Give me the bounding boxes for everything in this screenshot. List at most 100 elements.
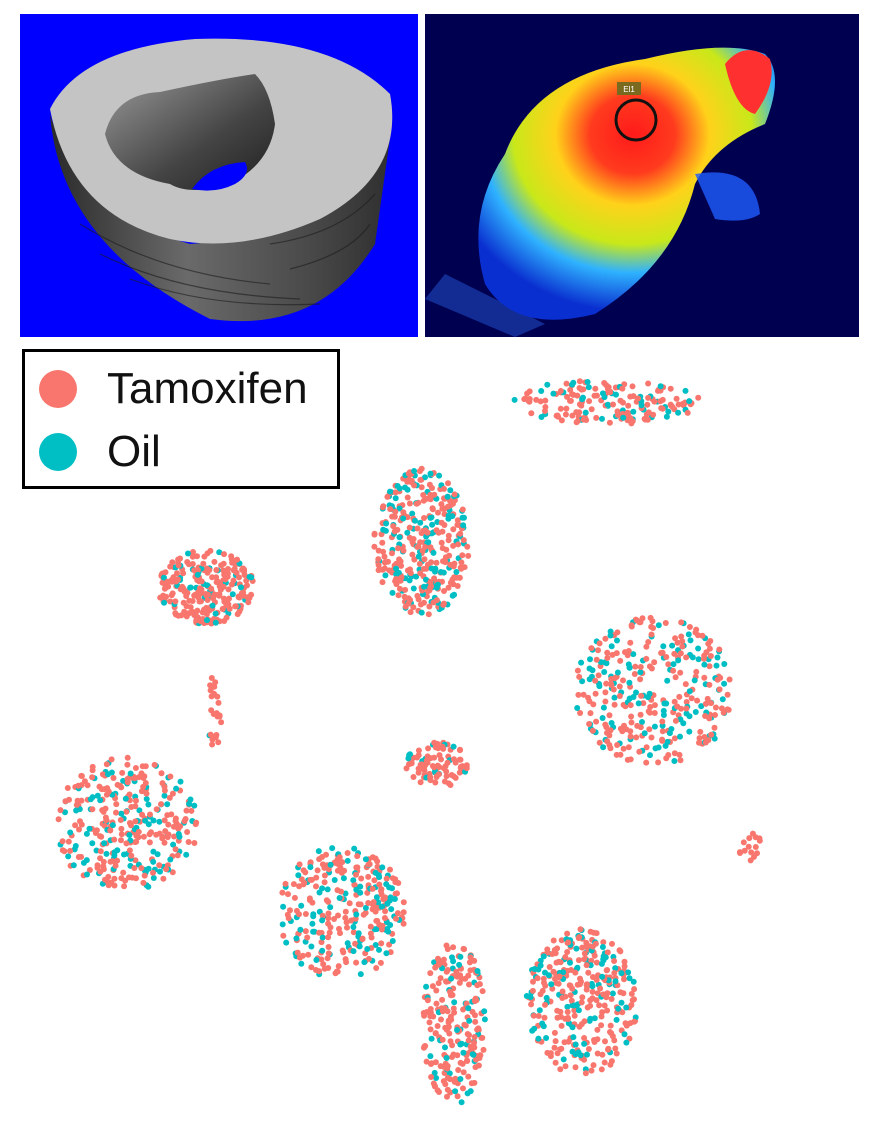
point-oil (143, 796, 150, 802)
point-tamoxifen (588, 406, 595, 413)
point-tamoxifen (678, 633, 685, 640)
point-tamoxifen (475, 1062, 482, 1069)
point-tamoxifen (452, 1075, 459, 1082)
point-tamoxifen (92, 830, 99, 836)
point-oil (682, 387, 689, 394)
point-tamoxifen (616, 693, 623, 699)
point-tamoxifen (611, 958, 618, 964)
point-oil (238, 584, 244, 591)
point-tamoxifen (140, 833, 147, 840)
point-oil (350, 924, 357, 930)
point-tamoxifen (55, 816, 62, 823)
point-tamoxifen (342, 956, 349, 963)
point-tamoxifen (379, 579, 386, 586)
point-oil (324, 886, 331, 893)
point-tamoxifen (420, 1044, 427, 1051)
point-oil (402, 484, 408, 491)
point-tamoxifen (611, 970, 618, 976)
point-tamoxifen (668, 402, 675, 409)
point-tamoxifen (369, 900, 376, 907)
point-tamoxifen (72, 822, 79, 829)
point-oil (570, 1034, 577, 1041)
point-oil (677, 733, 683, 740)
point-tamoxifen (450, 526, 457, 533)
point-tamoxifen (97, 868, 104, 875)
point-tamoxifen (280, 932, 287, 939)
point-oil (612, 965, 619, 972)
point-tamoxifen (454, 521, 461, 528)
point-tamoxifen (659, 396, 666, 403)
point-tamoxifen (379, 922, 386, 929)
point-oil (204, 617, 210, 624)
point-tamoxifen (706, 715, 713, 722)
point-tamoxifen (614, 411, 621, 418)
point-tamoxifen (131, 865, 138, 871)
point-oil (630, 651, 637, 658)
point-oil (392, 495, 399, 502)
point-tamoxifen (602, 721, 609, 728)
point-tamoxifen (432, 964, 439, 971)
point-tamoxifen (720, 709, 727, 716)
point-oil (543, 994, 550, 1001)
point-oil (411, 468, 418, 474)
point-tamoxifen (133, 838, 140, 845)
point-oil (686, 688, 693, 695)
point-tamoxifen (678, 619, 685, 626)
point-tamoxifen (365, 873, 372, 880)
point-tamoxifen (124, 754, 131, 761)
point-tamoxifen (587, 710, 594, 717)
point-tamoxifen (142, 763, 149, 770)
point-oil (150, 875, 157, 881)
point-tamoxifen (234, 556, 241, 563)
point-tamoxifen (429, 763, 436, 769)
point-tamoxifen (445, 480, 451, 487)
point-oil (87, 796, 94, 803)
point-tamoxifen (471, 1039, 478, 1046)
point-oil (83, 830, 90, 837)
point-tamoxifen (432, 779, 439, 786)
point-tamoxifen (302, 928, 309, 935)
point-tamoxifen (581, 1035, 588, 1041)
point-tamoxifen (442, 559, 449, 566)
point-tamoxifen (708, 700, 714, 707)
point-tamoxifen (552, 1038, 559, 1045)
point-tamoxifen (325, 944, 332, 950)
point-oil (451, 999, 458, 1006)
point-tamoxifen (601, 1059, 608, 1066)
point-tamoxifen (695, 394, 702, 401)
point-tamoxifen (445, 584, 452, 591)
point-tamoxifen (602, 1038, 608, 1045)
point-tamoxifen (621, 958, 628, 965)
point-tamoxifen (593, 414, 600, 421)
point-oil (695, 645, 702, 652)
point-tamoxifen (684, 409, 691, 416)
point-oil (618, 999, 625, 1006)
point-tamoxifen (568, 997, 575, 1004)
point-oil (422, 474, 428, 481)
point-oil (412, 517, 418, 524)
point-oil (431, 1069, 438, 1076)
point-tamoxifen (746, 835, 753, 842)
point-tamoxifen (558, 1022, 565, 1029)
point-tamoxifen (438, 501, 445, 508)
point-tamoxifen (204, 550, 211, 557)
point-tamoxifen (316, 968, 323, 975)
point-oil (373, 894, 380, 901)
point-tamoxifen (438, 1016, 444, 1023)
point-tamoxifen (200, 560, 207, 567)
point-tamoxifen (282, 880, 289, 887)
point-oil (161, 599, 168, 606)
point-tamoxifen (582, 1070, 589, 1077)
point-tamoxifen (108, 756, 115, 763)
point-tamoxifen (236, 574, 242, 581)
point-tamoxifen (458, 763, 464, 770)
point-tamoxifen (617, 751, 624, 758)
point-tamoxifen (86, 867, 93, 873)
point-tamoxifen (358, 875, 365, 882)
point-tamoxifen (153, 806, 160, 813)
point-tamoxifen (389, 550, 395, 557)
point-tamoxifen (604, 1007, 611, 1014)
point-tamoxifen (636, 748, 643, 755)
point-oil (689, 654, 696, 661)
point-tamoxifen (444, 1093, 450, 1100)
